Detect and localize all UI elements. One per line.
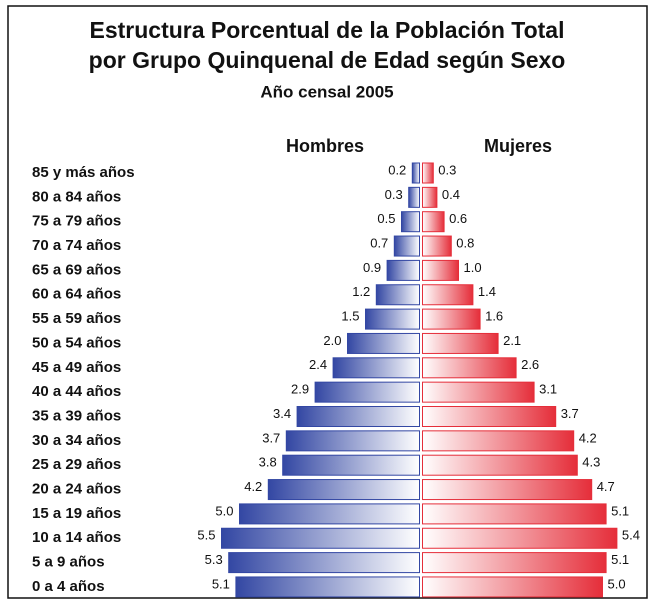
category-label: 20 a 24 años bbox=[32, 481, 121, 498]
bar bbox=[422, 284, 474, 306]
bar bbox=[422, 259, 459, 281]
value-label: 1.0 bbox=[464, 260, 482, 275]
value-label: 2.6 bbox=[521, 357, 539, 372]
bar bbox=[267, 479, 420, 501]
value-label: 5.1 bbox=[212, 576, 230, 591]
value-label: 0.8 bbox=[456, 235, 474, 250]
value-label: 1.2 bbox=[352, 284, 370, 299]
value-label: 0.2 bbox=[388, 162, 406, 177]
category-label: 5 a 9 años bbox=[32, 554, 105, 571]
value-label: 1.5 bbox=[341, 309, 359, 324]
category-label: 15 a 19 años bbox=[32, 505, 121, 522]
value-label: 4.2 bbox=[579, 430, 597, 445]
value-label: 4.3 bbox=[582, 455, 600, 470]
bar bbox=[422, 527, 618, 549]
bar bbox=[422, 479, 593, 501]
bar bbox=[422, 235, 452, 257]
value-label: 0.3 bbox=[385, 187, 403, 202]
category-label: 70 a 74 años bbox=[32, 237, 121, 254]
category-label: 50 a 54 años bbox=[32, 334, 121, 351]
chart-title: Estructura Porcentual de la Población To… bbox=[89, 17, 564, 43]
bar bbox=[422, 186, 438, 208]
value-label: 0.4 bbox=[442, 187, 460, 202]
category-label: 30 a 34 años bbox=[32, 432, 121, 449]
value-label: 4.7 bbox=[597, 479, 615, 494]
frame bbox=[7, 5, 648, 599]
chart-title: por Grupo Quinquenal de Edad según Sexo bbox=[89, 47, 566, 73]
bar bbox=[422, 576, 603, 598]
value-label: 1.4 bbox=[478, 284, 496, 299]
chart-subtitle: Año censal 2005 bbox=[260, 82, 393, 101]
value-label: 0.9 bbox=[363, 260, 381, 275]
bar bbox=[422, 357, 517, 379]
category-label: 10 a 14 años bbox=[32, 529, 121, 546]
bar bbox=[422, 406, 557, 427]
bar bbox=[422, 503, 607, 525]
category-label: 85 y más años bbox=[32, 164, 135, 181]
value-label: 5.5 bbox=[197, 528, 215, 543]
bar bbox=[332, 357, 421, 379]
bar bbox=[386, 259, 421, 281]
legend-label: Hombres bbox=[286, 136, 364, 156]
value-label: 0.6 bbox=[449, 211, 467, 226]
value-label: 0.3 bbox=[438, 162, 456, 177]
value-label: 2.0 bbox=[323, 333, 341, 348]
legend-label: Mujeres bbox=[484, 136, 552, 156]
bar bbox=[422, 211, 445, 233]
bar bbox=[228, 552, 420, 574]
bar bbox=[411, 162, 420, 184]
bar bbox=[296, 406, 421, 427]
bar bbox=[422, 430, 575, 452]
category-label: 40 a 44 años bbox=[32, 383, 121, 400]
bar bbox=[235, 576, 420, 598]
category-label: 35 a 39 años bbox=[32, 407, 121, 424]
bar bbox=[408, 186, 421, 208]
value-label: 5.0 bbox=[608, 576, 626, 591]
value-label: 3.7 bbox=[262, 430, 280, 445]
bar bbox=[422, 552, 607, 574]
category-label: 75 a 79 años bbox=[32, 213, 121, 230]
bar bbox=[401, 211, 420, 233]
value-label: 4.2 bbox=[244, 479, 262, 494]
bar bbox=[393, 235, 420, 257]
category-label: 45 a 49 años bbox=[32, 359, 121, 376]
value-label: 5.4 bbox=[622, 528, 640, 543]
category-label: 60 a 64 años bbox=[32, 286, 121, 303]
value-label: 0.5 bbox=[377, 211, 395, 226]
bar bbox=[422, 308, 481, 330]
value-label: 5.1 bbox=[611, 503, 629, 518]
value-label: 5.1 bbox=[611, 552, 629, 567]
bar bbox=[314, 381, 421, 403]
bar bbox=[422, 162, 434, 184]
bar bbox=[422, 454, 578, 476]
bar bbox=[422, 381, 535, 403]
category-label: 0 a 4 años bbox=[32, 578, 105, 595]
value-label: 3.1 bbox=[539, 382, 557, 397]
category-label: 80 a 84 años bbox=[32, 188, 121, 205]
value-label: 5.0 bbox=[215, 503, 233, 518]
value-label: 3.8 bbox=[259, 455, 277, 470]
category-label: 55 a 59 años bbox=[32, 310, 121, 327]
bar bbox=[282, 454, 421, 476]
bar bbox=[365, 308, 420, 330]
value-label: 3.4 bbox=[273, 406, 291, 421]
value-label: 2.4 bbox=[309, 357, 327, 372]
value-label: 5.3 bbox=[205, 552, 223, 567]
category-label: 25 a 29 años bbox=[32, 456, 121, 473]
category-label: 65 a 69 años bbox=[32, 261, 121, 278]
bar bbox=[221, 527, 420, 549]
bar bbox=[347, 332, 420, 354]
bar bbox=[239, 503, 420, 525]
value-label: 2.9 bbox=[291, 382, 309, 397]
value-label: 1.6 bbox=[485, 309, 503, 324]
bar bbox=[422, 332, 499, 354]
bar bbox=[375, 284, 420, 306]
value-label: 0.7 bbox=[370, 235, 388, 250]
value-label: 3.7 bbox=[561, 406, 579, 421]
value-label: 2.1 bbox=[503, 333, 521, 348]
bar bbox=[285, 430, 420, 452]
